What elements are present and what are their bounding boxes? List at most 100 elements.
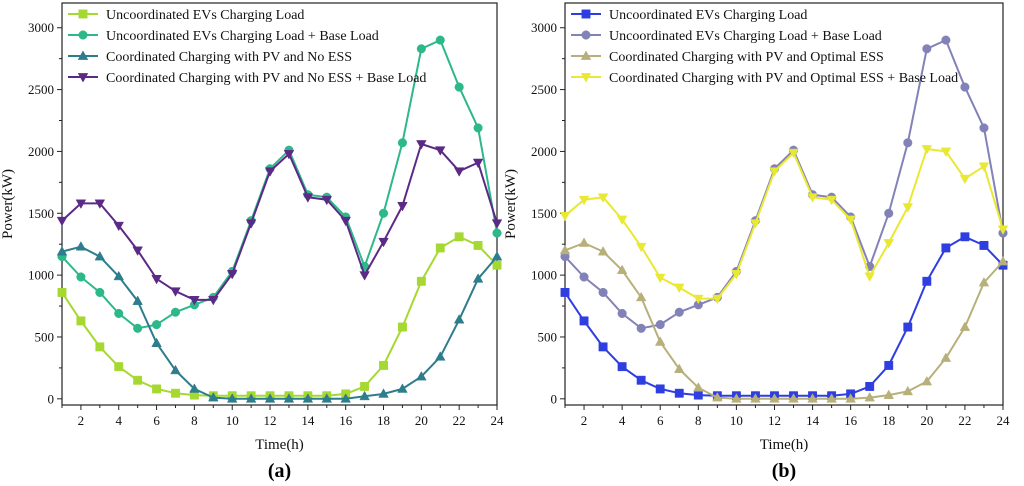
data-point — [454, 82, 464, 92]
data-point — [378, 237, 389, 248]
x-tick-label: 4 — [115, 413, 122, 428]
data-point — [95, 287, 105, 297]
data-point — [283, 150, 295, 160]
legend-label: Uncoordinated EVs Charging Load — [106, 8, 304, 23]
data-point — [941, 243, 951, 253]
data-point — [712, 294, 723, 305]
legend-item: Uncoordinated EVs Charging Load + Base L… — [571, 29, 882, 44]
data-point — [133, 375, 143, 385]
data-point — [171, 388, 180, 398]
data-point — [94, 251, 106, 261]
panel-label: (b) — [772, 460, 796, 482]
legend-item: Coordinated Charging with PV and Optimal… — [571, 50, 884, 65]
data-point — [302, 393, 314, 403]
legend-label: Coordinated Charging with PV and No ESS … — [106, 71, 426, 86]
legend-marker — [581, 9, 591, 19]
x-tick-label: 8 — [695, 413, 702, 428]
data-point — [152, 320, 162, 330]
data-point — [57, 287, 67, 297]
y-tick-label: 2000 — [28, 144, 54, 159]
data-point — [378, 388, 389, 398]
x-tick-label: 4 — [619, 413, 626, 428]
data-point — [902, 385, 914, 396]
data-point — [635, 291, 647, 302]
data-point — [617, 362, 627, 372]
legend-item: Coordinated Charging with PV and No ESS … — [68, 71, 426, 86]
data-point — [865, 381, 875, 391]
x-axis-title: Time(h) — [255, 437, 304, 453]
x-tick-label: 10 — [226, 413, 239, 428]
data-point — [693, 390, 703, 400]
data-point — [560, 287, 570, 297]
data-point — [491, 219, 503, 229]
data-point — [473, 240, 483, 250]
data-point — [769, 393, 780, 403]
series-3 — [559, 237, 1009, 403]
data-point — [189, 296, 200, 306]
data-point — [397, 383, 408, 393]
legend-label: Coordinated Charging with PV and Optimal… — [609, 71, 958, 86]
legend-label: Coordinated Charging with PV and Optimal… — [609, 50, 884, 65]
x-tick-label: 6 — [657, 413, 664, 428]
data-point — [940, 352, 952, 362]
data-point — [302, 193, 314, 203]
data-point — [397, 138, 407, 148]
legend-item: Uncoordinated EVs Charging Load — [68, 8, 304, 23]
x-tick-label: 14 — [806, 413, 820, 428]
data-point — [997, 255, 1009, 266]
x-tick-label: 18 — [377, 413, 390, 428]
y-tick-label: 2500 — [28, 82, 54, 97]
data-point — [674, 388, 684, 398]
x-tick-label: 2 — [78, 413, 85, 428]
legend: Uncoordinated EVs Charging Load Uncoordin… — [571, 8, 958, 86]
data-point — [598, 287, 608, 297]
data-point — [769, 167, 780, 177]
data-point — [416, 276, 426, 286]
y-tick-label: 1000 — [531, 268, 557, 283]
data-point — [883, 239, 894, 249]
data-point — [170, 307, 181, 317]
data-point — [76, 272, 86, 282]
legend-item: Uncoordinated EVs Charging Load — [571, 8, 807, 23]
x-tick-label: 10 — [730, 413, 743, 428]
data-point — [435, 146, 446, 156]
data-point — [978, 276, 990, 287]
data-point — [340, 393, 351, 403]
x-tick-label: 14 — [301, 413, 315, 428]
data-point — [941, 35, 951, 45]
data-point — [597, 246, 609, 256]
data-point — [788, 148, 799, 159]
data-point — [654, 336, 666, 346]
data-point — [189, 383, 200, 393]
x-tick-label: 20 — [415, 413, 428, 428]
data-point — [321, 393, 333, 403]
legend-label: Coordinated Charging with PV and No ESS — [106, 50, 352, 65]
plot-frame — [564, 2, 1004, 406]
data-point — [883, 389, 894, 399]
x-tick-label: 12 — [264, 413, 277, 428]
data-point — [264, 393, 276, 403]
data-point — [597, 193, 609, 203]
data-point — [674, 307, 684, 317]
y-tick-label: 0 — [551, 391, 558, 406]
x-tick-label: 8 — [191, 413, 198, 428]
data-point — [75, 199, 87, 209]
data-point — [226, 270, 238, 280]
data-point — [693, 294, 704, 305]
data-point — [578, 195, 590, 206]
legend-item: Uncoordinated EVs Charging Load + Base L… — [68, 29, 379, 44]
legend: Uncoordinated EVs Charging Load Uncoordin… — [68, 8, 426, 86]
y-tick-label: 500 — [35, 329, 55, 344]
series-3 — [56, 241, 503, 403]
data-point — [264, 167, 276, 177]
data-point — [579, 316, 589, 326]
series-1 — [57, 232, 502, 401]
data-point — [807, 393, 818, 403]
legend-marker — [77, 50, 89, 60]
data-point — [884, 208, 894, 218]
data-point — [997, 225, 1009, 235]
legend-item: Coordinated Charging with PV and Optimal… — [571, 71, 958, 86]
legend-marker — [77, 73, 89, 83]
data-point — [788, 393, 799, 403]
data-point — [826, 195, 837, 206]
